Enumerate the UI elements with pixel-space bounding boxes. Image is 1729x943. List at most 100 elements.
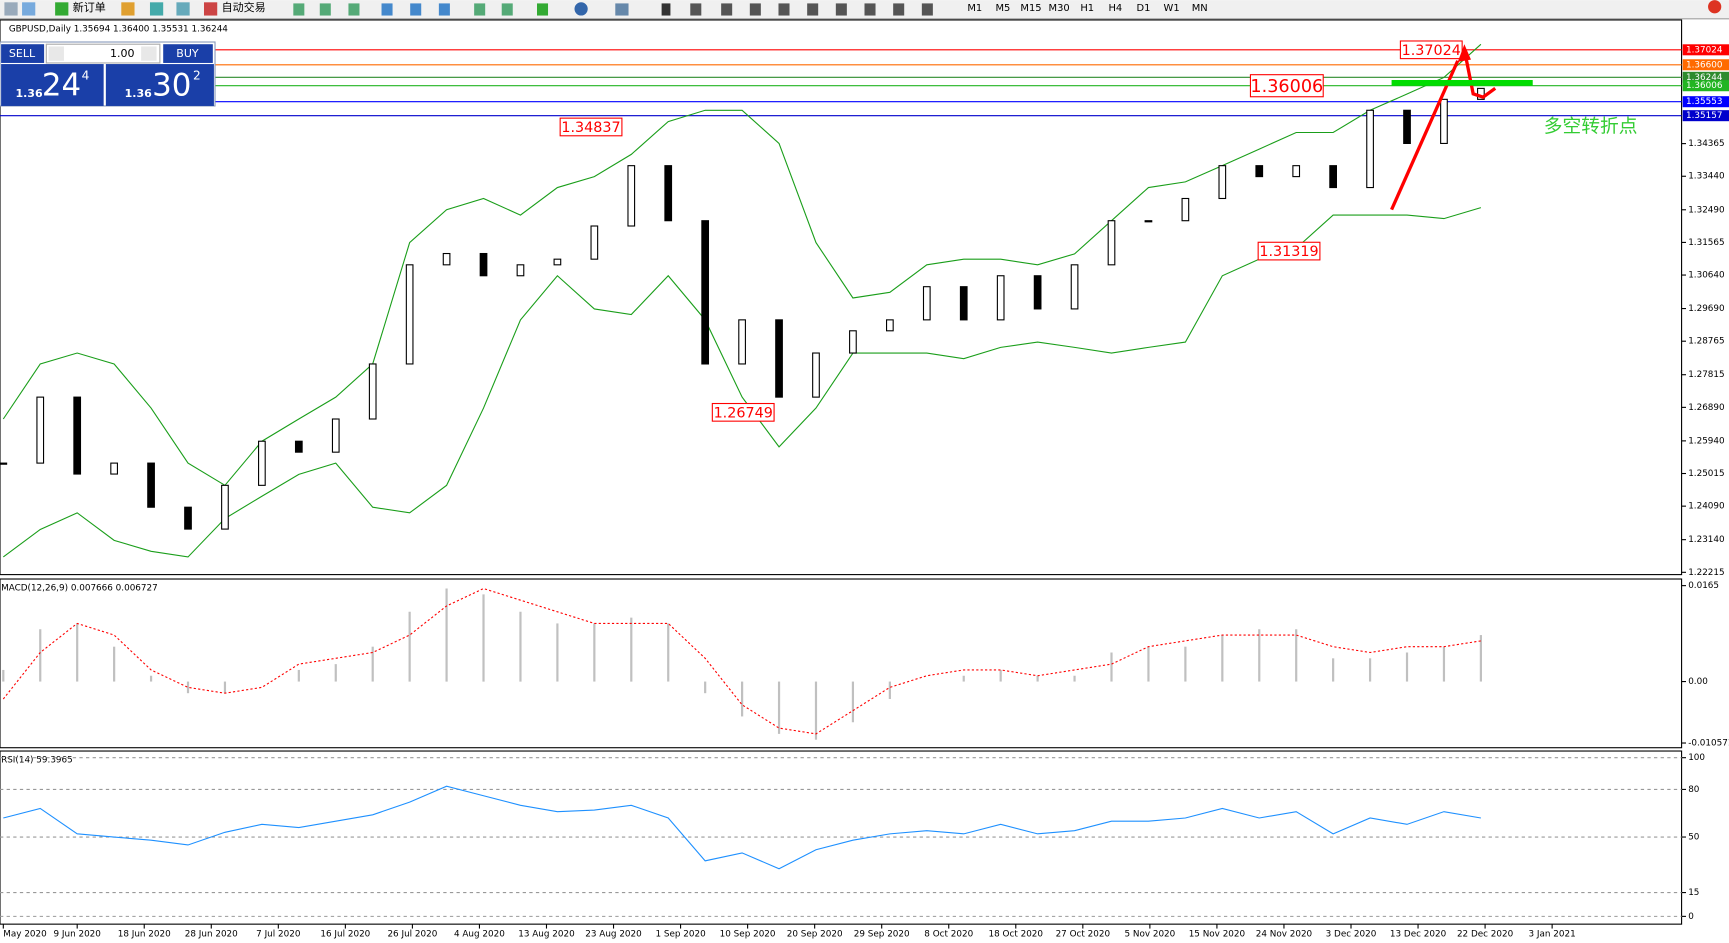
- bollinger-upper: [2, 43, 1482, 487]
- icon[interactable]: [893, 3, 905, 16]
- icon[interactable]: [381, 3, 393, 16]
- timeframe-button[interactable]: M5: [995, 3, 1010, 14]
- icon[interactable]: [176, 2, 190, 16]
- lots-value[interactable]: 1.00: [110, 47, 135, 60]
- y-tick-label: 80: [1688, 785, 1700, 795]
- timeframe-button[interactable]: W1: [1164, 3, 1180, 14]
- ask-fraction: 2: [193, 69, 201, 83]
- price-annotation-box: [559, 117, 623, 137]
- timeframe-button[interactable]: D1: [1137, 3, 1151, 14]
- new-order-button[interactable]: 新订单: [73, 0, 106, 14]
- price-annotation-box: [1257, 241, 1321, 261]
- y-tick-label: 1.23140: [1688, 535, 1725, 545]
- icon[interactable]: [864, 3, 876, 16]
- new-order-icon[interactable]: [55, 2, 69, 16]
- icon[interactable]: [537, 3, 549, 16]
- x-tick-label: 23 Aug 2020: [585, 930, 642, 940]
- x-tick-label: 27 Oct 2020: [1056, 930, 1111, 940]
- icon[interactable]: [438, 3, 450, 16]
- icon[interactable]: [661, 3, 671, 16]
- icon[interactable]: [293, 3, 305, 16]
- y-tick-label: 1.29690: [1688, 304, 1725, 314]
- bid-prefix: 1.36: [15, 87, 43, 100]
- x-tick-label: 9 Jun 2020: [53, 930, 101, 940]
- candle: [479, 252, 488, 277]
- candle: [1218, 165, 1227, 200]
- x-tick-label: 7 Jul 2020: [256, 930, 301, 940]
- y-tick-label: 1.24090: [1688, 502, 1725, 512]
- price-level-label: 1.36600: [1686, 60, 1723, 70]
- lots-input[interactable]: [45, 43, 161, 64]
- candle: [664, 165, 673, 222]
- x-tick-label: 26 Jul 2020: [387, 930, 437, 940]
- y-tick-label: 1.22215: [1688, 568, 1724, 578]
- candle: [221, 484, 229, 530]
- timeframe-button[interactable]: M30: [1049, 3, 1070, 14]
- lots-down[interactable]: [48, 46, 64, 61]
- candle: [738, 319, 746, 365]
- ask-box[interactable]: [105, 64, 214, 106]
- timeframe-button[interactable]: MN: [1192, 3, 1208, 14]
- x-tick-label: 10 Sep 2020: [720, 930, 776, 940]
- timeframe-button[interactable]: H1: [1080, 3, 1094, 14]
- price-level-tag: [1682, 59, 1729, 71]
- y-tick-label: 1.31565: [1688, 238, 1724, 248]
- toolbar: 新订单 自动交易 M1 M5 M1: [0, 0, 1729, 20]
- candle: [0, 462, 8, 465]
- candle: [849, 330, 857, 354]
- icon[interactable]: [149, 2, 164, 16]
- bid-box[interactable]: [1, 64, 104, 106]
- y-tick-label: 1.30640: [1688, 271, 1725, 281]
- candle: [1329, 165, 1337, 189]
- timeframe-button[interactable]: M15: [1020, 3, 1041, 14]
- x-tick-label: 1 Sep 2020: [655, 930, 706, 940]
- icon[interactable]: [749, 3, 761, 16]
- icon[interactable]: [921, 3, 933, 16]
- x-tick-label: 5 Nov 2020: [1124, 930, 1175, 940]
- buy-button[interactable]: [163, 44, 213, 63]
- x-tick-label: May 2020: [3, 930, 47, 940]
- pivot-note: 多空转折点: [1544, 116, 1638, 137]
- trend-arrow: [1462, 49, 1497, 99]
- price-level-label: 1.36244: [1686, 73, 1723, 83]
- price-annotation: 1.26749: [714, 405, 773, 421]
- price-level-tag: [1682, 96, 1729, 108]
- icon[interactable]: [778, 3, 790, 16]
- icon[interactable]: [501, 3, 513, 16]
- auto-trading-icon[interactable]: [203, 2, 218, 16]
- notification-badge[interactable]: [1708, 0, 1722, 14]
- candle: [36, 396, 45, 464]
- icon[interactable]: [22, 2, 36, 16]
- icon[interactable]: [410, 3, 422, 16]
- auto-trading-button[interactable]: 自动交易: [222, 0, 266, 14]
- icon[interactable]: [4, 2, 18, 16]
- icon[interactable]: [835, 3, 847, 16]
- icon[interactable]: [121, 2, 135, 16]
- icon[interactable]: [690, 3, 702, 16]
- candle: [258, 440, 266, 486]
- sell-button[interactable]: [1, 44, 45, 63]
- icon[interactable]: [807, 3, 819, 16]
- timeframe-button[interactable]: M1: [967, 3, 982, 14]
- price-level-tag: [1682, 80, 1729, 92]
- y-tick-label: 1.25015: [1688, 469, 1724, 479]
- candle: [996, 275, 1005, 321]
- buy-label[interactable]: BUY: [176, 47, 199, 60]
- timeframe-button[interactable]: H4: [1108, 3, 1122, 14]
- candle: [1255, 165, 1264, 178]
- price-annotation: 1.36006: [1250, 77, 1323, 97]
- icon[interactable]: [721, 3, 733, 16]
- icon[interactable]: [574, 2, 588, 16]
- icon[interactable]: [474, 3, 486, 16]
- lots-up[interactable]: [141, 46, 157, 61]
- candle: [331, 418, 340, 453]
- candle: [701, 220, 710, 365]
- sell-label[interactable]: SELL: [9, 47, 36, 60]
- x-tick-label: 13 Dec 2020: [1390, 930, 1447, 940]
- icon[interactable]: [319, 3, 331, 16]
- icon[interactable]: [615, 3, 629, 16]
- icon[interactable]: [348, 3, 360, 16]
- candle: [147, 462, 155, 508]
